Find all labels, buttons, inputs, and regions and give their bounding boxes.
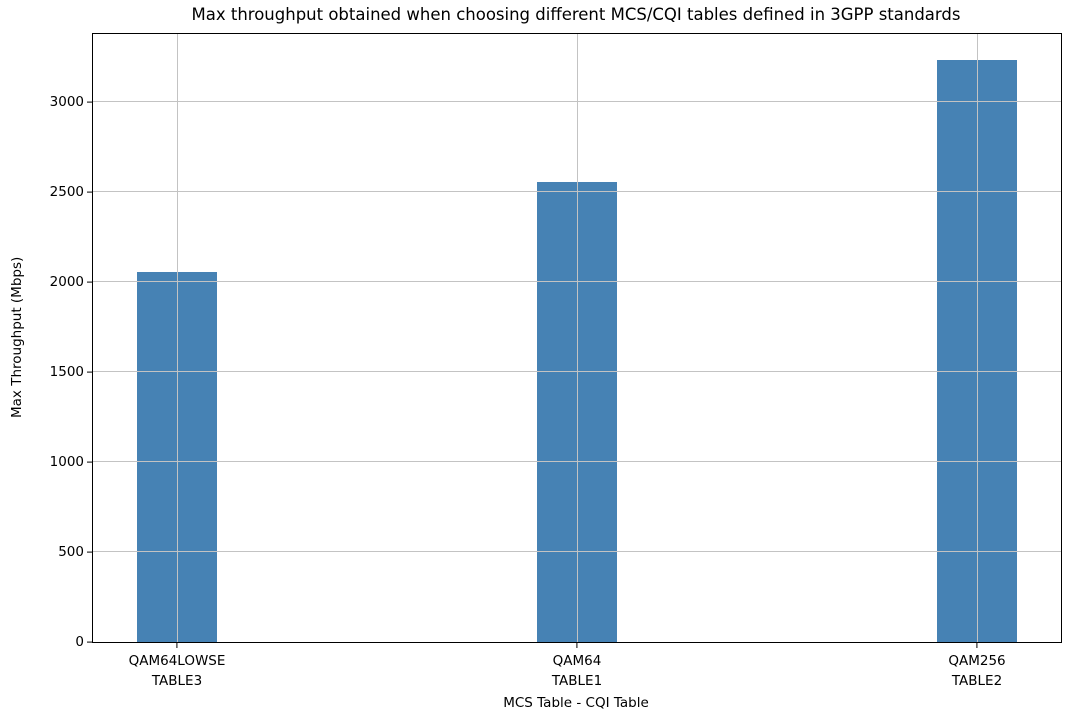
y-tick-label-1500: 1500: [49, 364, 84, 381]
y-tick-label-3000: 3000: [49, 94, 84, 111]
y-tick-label-2000: 2000: [49, 274, 84, 291]
x-tick-mark-0: [176, 643, 178, 648]
x-gridline-2: [977, 34, 979, 642]
y-tick-mark-2500: [87, 191, 92, 193]
x-tick-label-qam64lowse: QAM64LOWSE TABLE3: [129, 651, 226, 692]
x-gridline-0: [177, 34, 179, 642]
x-tick-label-qam256: QAM256 TABLE2: [948, 651, 1005, 692]
bar-qam256: [937, 59, 1017, 642]
y-tick-mark-2000: [87, 281, 92, 283]
y-tick-label-0: 0: [75, 634, 84, 650]
x-tick-label-line1: QAM64LOWSE: [128, 653, 226, 669]
x-tick-label-line2: TABLE1: [551, 673, 603, 690]
y-tick-mark-3000: [87, 101, 92, 103]
y-axis-label: Max Throughput (Mbps): [9, 256, 25, 418]
x-tick-label-line1: QAM64: [552, 653, 602, 669]
x-gridline-1: [577, 34, 579, 642]
x-tick-mark-2: [976, 643, 978, 648]
y-tick-label-500: 500: [58, 544, 84, 561]
plot-area: 0 500 1000 1500 2000 2500 3000 QAM64LOWSE TABLE3…: [50, 33, 1062, 689]
bar-qam64: [537, 181, 617, 642]
x-axis-label: MCS Table - CQI Table: [503, 695, 649, 711]
chart-title: Max throughput obtained when choosing di…: [191, 5, 961, 24]
y-tick-label-1000: 1000: [49, 454, 84, 471]
y-tick-mark-1500: [87, 371, 92, 373]
x-tick-label-line2: TABLE2: [951, 673, 1003, 690]
x-tick-label-line2: TABLE3: [151, 673, 203, 690]
bar-qam64lowse: [137, 271, 217, 642]
y-tick-mark-0: [87, 641, 92, 643]
y-tick-mark-1000: [87, 461, 92, 463]
y-tick-mark-500: [87, 551, 92, 553]
x-tick-label-line1: QAM256: [948, 653, 1006, 669]
x-tick-label-qam64: QAM64 TABLE1: [552, 651, 602, 692]
x-tick-mark-1: [576, 643, 578, 648]
y-tick-label-2500: 2500: [49, 184, 84, 201]
